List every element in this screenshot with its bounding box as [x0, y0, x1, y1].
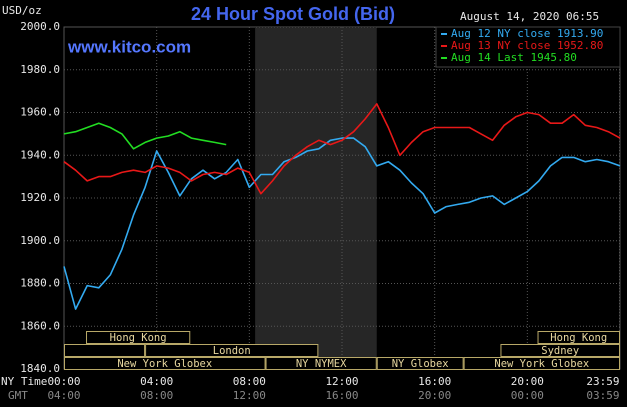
y-axis-label: USD/oz: [2, 4, 42, 17]
session-label: Hong Kong: [110, 332, 167, 344]
x2-tick-label: 08:00: [140, 389, 173, 402]
x-tick-label: 12:00: [325, 375, 358, 388]
y-tick-label: 1940.0: [20, 148, 60, 161]
x2-tick-label: 04:00: [47, 389, 80, 402]
series-line: [63, 103, 621, 195]
session-box: [145, 344, 319, 357]
y-tick-label: 1840.0: [20, 362, 60, 375]
x-tick-label: 00:00: [47, 375, 80, 388]
legend-label: Aug 14 Last 1945.80: [451, 51, 577, 64]
timestamp: August 14, 2020 06:55: [460, 10, 599, 23]
x2-tick-label: 03:59: [586, 389, 619, 402]
series-layer: [63, 103, 621, 310]
session-box: [64, 357, 266, 370]
session-box: [64, 344, 146, 357]
legend-label: Aug 13 NY close 1952.80: [451, 39, 603, 52]
session-label: New York Globex: [494, 358, 589, 370]
session-box: [463, 357, 620, 370]
session-label: NY NYMEX: [296, 358, 347, 370]
session-box: [86, 331, 191, 344]
x2-tick-label: 16:00: [325, 389, 358, 402]
chart-title: 24 Hour Spot Gold (Bid): [191, 4, 395, 24]
x-tick-label: 04:00: [140, 375, 173, 388]
x2-axis-label: GMT: [8, 389, 28, 402]
session-label: NY Globex: [392, 358, 449, 370]
legend-box: [435, 26, 621, 68]
x-tick-label: 23:59: [586, 375, 619, 388]
series-line: [63, 122, 227, 150]
y-tick-label: 1960.0: [20, 106, 60, 119]
session-box: [376, 357, 464, 370]
session-box: [537, 331, 621, 344]
x-tick-label: 20:00: [511, 375, 544, 388]
session-box: [265, 357, 377, 370]
x-axis-label: NY Time: [1, 375, 47, 388]
x-tick-label: 16:00: [418, 375, 451, 388]
y-tick-label: 1880.0: [20, 277, 60, 290]
y-tick-label: 2000.0: [20, 20, 60, 33]
session-label: London: [213, 345, 251, 357]
session-label: Sydney: [541, 345, 579, 357]
x-tick-label: 08:00: [233, 375, 266, 388]
legend-label: Aug 12 NY close 1913.90: [451, 27, 603, 40]
x2-tick-label: 00:00: [511, 389, 544, 402]
series-line: [63, 137, 621, 310]
x2-tick-label: 20:00: [418, 389, 451, 402]
watermark: www.kitco.com: [67, 37, 191, 56]
y-tick-label: 1920.0: [20, 191, 60, 204]
session-label: New York Globex: [117, 358, 212, 370]
highlight-band: [255, 27, 377, 369]
y-tick-label: 1980.0: [20, 63, 60, 76]
session-label: Hong Kong: [550, 332, 607, 344]
underlay: [63, 26, 621, 370]
session-box: [500, 344, 620, 357]
x2-tick-label: 12:00: [233, 389, 266, 402]
y-tick-label: 1900.0: [20, 234, 60, 247]
y-tick-label: 1860.0: [20, 319, 60, 332]
